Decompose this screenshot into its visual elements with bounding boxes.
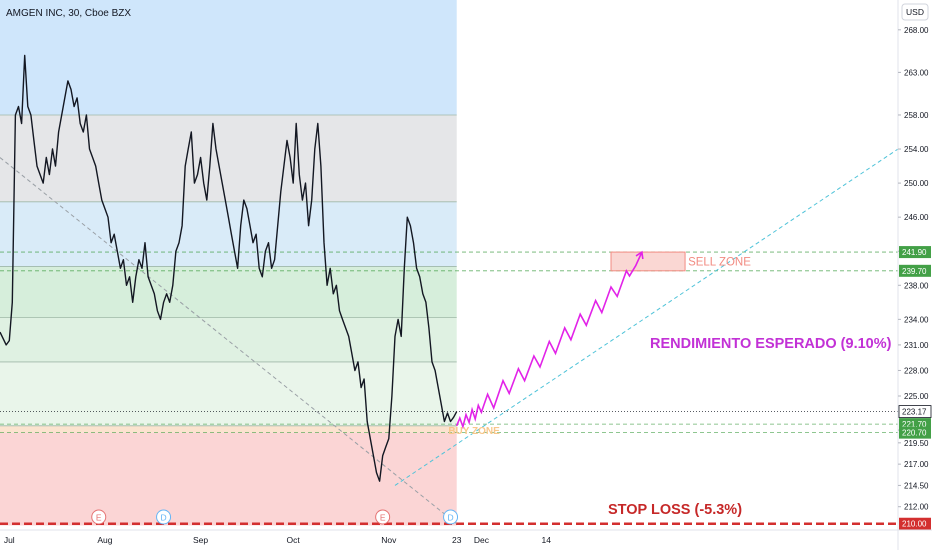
event-marker[interactable]: E [375,509,391,525]
time-tick-label: 14 [541,535,551,545]
time-tick-label: 23 [452,535,462,545]
price-level-badge [898,405,932,418]
time-tick-label: Aug [97,535,112,545]
price-tick-label: 225.00 [904,392,929,401]
time-tick-label: Sep [193,535,208,545]
price-tick-label: 231.00 [904,341,929,350]
buy-zone-label: BUY ZONE [448,426,500,437]
event-marker-circle[interactable] [443,509,459,525]
sell-zone[interactable]: SELL ZONE [610,251,751,272]
fib-zones [0,0,457,526]
price-tick-label: 263.00 [904,68,929,77]
time-axis[interactable]: Jul Aug Sep Oct Nov 23 Dec 14 [0,529,932,545]
price-tick-label: 246.00 [904,213,929,222]
price-level-badge-label: 210.00 [902,520,927,529]
fib-zone [0,0,457,115]
price-series [0,54,458,482]
price-tick-label: 234.00 [904,315,929,324]
fib-zone [0,432,457,526]
trend-lines [0,148,899,525]
chart-header: AMGEN INC, 30, Cboe BZX USD [6,3,929,21]
event-marker-label: D [447,513,453,523]
projection-arrowhead [635,250,644,260]
sell-zone-label: SELL ZONE [688,256,751,268]
projection-line [455,251,643,430]
time-tick-label: Jul [4,535,15,545]
time-tick-label: Oct [287,535,301,545]
symbol-title: AMGEN INC, 30, Cboe BZX [6,8,131,19]
price-level-badge-label: 223.17 [902,408,927,417]
fib-zone [0,201,457,267]
expected-return-label: RENDIMIENTO ESPERADO (9.10%) [650,336,892,352]
price-tick-label: 228.00 [904,366,929,375]
price-level-badge-label: 239.70 [902,267,927,276]
fib-lines [0,114,457,427]
currency-button[interactable] [901,3,929,21]
fib-zone [0,317,457,362]
stop-loss-label: STOP LOSS (-5.3%) [608,502,742,518]
price-tick-label: 214.50 [904,481,929,490]
event-marker-circle[interactable] [375,509,391,525]
fib-zone [0,425,457,433]
price-tick-label: 238.00 [904,281,929,290]
price-level-badge [899,426,931,439]
event-marker[interactable]: D [443,509,459,525]
trend-line [394,148,899,486]
event-marker-label: D [160,513,166,523]
price-tick-label: 250.00 [904,179,929,188]
event-marker-label: E [96,513,102,523]
price-tick-label: 219.50 [904,439,929,448]
price-tick-label: 212.00 [904,503,929,512]
time-tick-label: Dec [474,535,490,545]
event-marker[interactable]: D [156,509,172,525]
event-marker[interactable]: E [91,509,107,525]
price-tick-label: 268.00 [904,26,929,35]
price-level-badge-label: 221.70 [902,420,927,429]
fib-zone [0,361,457,426]
price-level-badge-label: 241.90 [902,248,927,257]
event-marker-circle[interactable] [156,509,172,525]
fib-zone [0,266,457,318]
event-marker-circle[interactable] [91,509,107,525]
price-level-badge [899,246,931,259]
price-level-badge-label: 220.70 [902,429,927,438]
currency-label: USD [906,7,924,17]
fib-zone [0,114,457,202]
price-axis[interactable]: 268.00263.00258.00254.00250.00246.00242.… [897,0,932,550]
sell-zone-box[interactable] [610,251,686,272]
price-line [0,54,458,482]
event-marker-label: E [380,513,386,523]
time-tick-label: Nov [381,535,397,545]
price-tick-label: 217.00 [904,460,929,469]
price-tick-label: 254.00 [904,145,929,154]
price-level-badge [899,264,931,277]
projection-series [455,250,644,430]
price-tick-label: 258.00 [904,111,929,120]
annotations: BUY ZONE RENDIMIENTO ESPERADO (9.10%) STOP… [448,336,891,518]
price-level-badge [899,517,931,530]
